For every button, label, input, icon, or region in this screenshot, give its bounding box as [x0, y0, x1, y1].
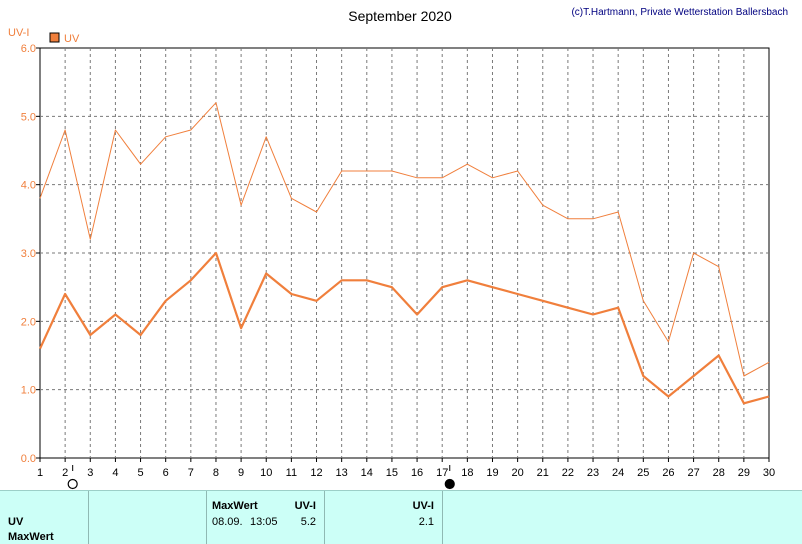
x-tick-labels: 1 2 3 4 5 6 7 8 9 10 11 12 13 14 15 16 17 18 19 20 21 22 23 24 2… — [37, 458, 775, 479]
x-tick-label: 14 — [361, 467, 373, 479]
x-tick-label: 1 — [37, 467, 43, 479]
y-tick-labels: 0.0 1.0 2.0 3.0 4.0 5.0 6.0 — [21, 43, 40, 465]
x-tick-label: 2 — [62, 467, 68, 479]
x-tick-label: 27 — [687, 467, 699, 479]
y-tick-label: 2.0 — [21, 316, 36, 328]
x-tick-label: 26 — [662, 467, 674, 479]
legend-swatch — [49, 32, 60, 43]
x-tick-label: 11 — [286, 467, 297, 479]
new-moon-icon — [444, 478, 455, 490]
maxwert-time: 13:05 — [250, 516, 278, 528]
row-label-uv: UV — [8, 516, 24, 528]
y-tick-label: 6.0 — [21, 43, 36, 55]
x-tick-label: 5 — [137, 467, 143, 479]
summary-table: UV MaxWert MaxWert UV-I 08.09. 13:05 5.2… — [0, 490, 802, 544]
x-tick-label: 8 — [213, 467, 219, 479]
y-axis-label: UV-I — [8, 27, 29, 39]
x-tick-label: 22 — [562, 467, 574, 479]
x-tick-label: 30 — [763, 467, 775, 479]
x-tick-label: 3 — [87, 467, 93, 479]
y-tick-label: 4.0 — [21, 180, 36, 192]
x-tick-label: 28 — [713, 467, 725, 479]
x-tick-label: 20 — [511, 467, 523, 479]
y-tick-label: 0.0 — [21, 453, 36, 465]
chart-title: September 2020 — [348, 8, 452, 24]
x-tick-label: 19 — [486, 467, 498, 479]
x-tick-label: 6 — [163, 467, 169, 479]
y-tick-label: 5.0 — [21, 111, 36, 123]
uv-chart: September 2020 (c)T.Hartmann, Private We… — [8, 7, 788, 490]
column-divider — [442, 491, 443, 544]
x-tick-label: 16 — [411, 467, 423, 479]
row-label-maxwert: MaxWert — [8, 531, 54, 543]
x-tick-label: 25 — [637, 467, 649, 479]
series-lines — [39, 102, 770, 405]
column-divider — [324, 491, 325, 544]
y-tick-label: 1.0 — [21, 385, 36, 397]
legend-label: UV — [64, 33, 80, 45]
x-tick-label: 18 — [461, 467, 473, 479]
maxwert-date: 08.09. — [212, 516, 243, 528]
mean-value: 2.1 — [418, 516, 434, 528]
x-tick-label: 21 — [537, 467, 549, 479]
full-moon-icon — [67, 478, 78, 490]
x-tick-label: 4 — [112, 467, 118, 479]
credit-text: (c)T.Hartmann, Private Wetterstation Bal… — [571, 7, 788, 18]
x-tick-label: 17 — [436, 467, 448, 479]
x-tick-label: 13 — [336, 467, 348, 479]
x-tick-label: 15 — [386, 467, 398, 479]
x-tick-label: 9 — [238, 467, 244, 479]
x-tick-label: 7 — [188, 467, 194, 479]
x-tick-label: 10 — [260, 467, 272, 479]
x-tick-label: 12 — [310, 467, 322, 479]
maxwert-unit: UV-I — [294, 500, 316, 512]
series-line-mean — [39, 251, 770, 405]
maxwert-header: MaxWert — [212, 500, 258, 512]
x-tick-label: 29 — [738, 467, 750, 479]
y-tick-label: 3.0 — [21, 248, 36, 260]
column-divider — [206, 491, 207, 544]
x-tick-label: 24 — [612, 467, 624, 479]
mean-unit: UV-I — [412, 500, 434, 512]
column-divider — [88, 491, 89, 544]
moon-phase-markers — [67, 465, 455, 490]
series-line-max — [39, 102, 770, 377]
grid-lines — [40, 48, 769, 458]
x-tick-label: 23 — [587, 467, 599, 479]
maxwert-value: 5.2 — [300, 516, 316, 528]
